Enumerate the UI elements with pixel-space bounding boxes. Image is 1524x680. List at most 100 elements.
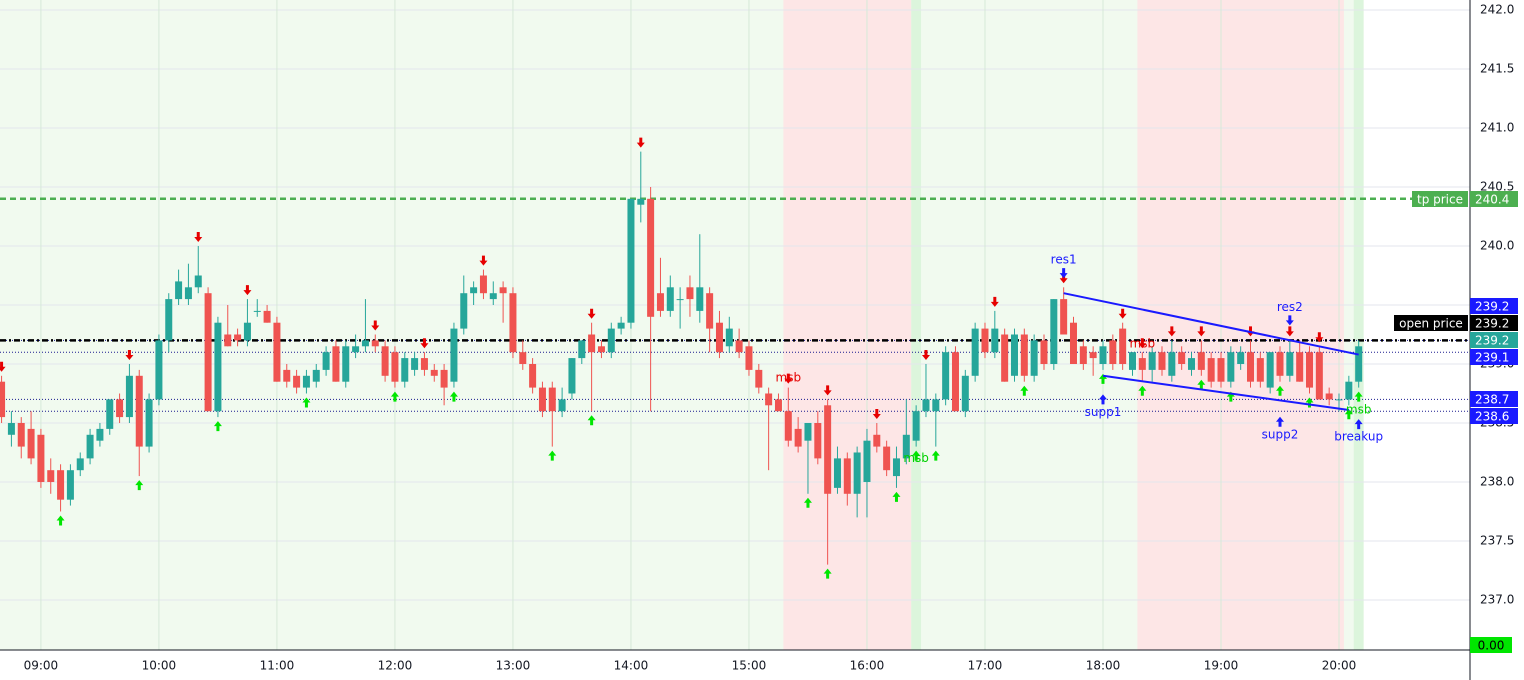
buy-signal <box>213 421 222 432</box>
candle-body <box>1187 358 1195 370</box>
sell-signal <box>243 285 252 296</box>
buy-signal <box>1197 379 1206 390</box>
candle-body <box>243 322 251 341</box>
candle-body <box>853 452 861 494</box>
annotation: res1 <box>1051 253 1077 267</box>
price-line-tag-box <box>1470 315 1518 331</box>
session-zone <box>1137 0 1344 650</box>
price-line-name-box <box>1394 315 1468 331</box>
sell-signal <box>990 296 999 307</box>
candle-body <box>971 328 979 376</box>
x-tick-label: 12:00 <box>378 659 413 673</box>
candle-body <box>902 434 910 459</box>
price-line-name: open price <box>1399 317 1463 331</box>
candle-body <box>912 411 920 441</box>
annotation: msb <box>776 371 802 385</box>
candle-body <box>932 399 940 412</box>
y-tick-label: 241.0 <box>1480 121 1514 135</box>
sell-signal <box>125 349 134 360</box>
buy-signal <box>803 497 812 508</box>
candle-body <box>637 198 645 205</box>
buy-signal <box>449 391 458 402</box>
candle-body <box>470 287 478 294</box>
annotation: supp2 <box>1262 427 1299 441</box>
candle-body <box>1178 352 1186 364</box>
trendline <box>1063 292 1359 356</box>
price-line-tag-text: 240.4 <box>1475 193 1509 207</box>
candle-body <box>1138 358 1146 370</box>
annotation: res2 <box>1277 300 1303 314</box>
x-tick-label: 18:00 <box>1086 659 1121 673</box>
buy-signal <box>1276 385 1285 396</box>
annotation-arrow <box>1098 394 1107 405</box>
annotation: msb <box>1346 403 1372 417</box>
sell-signal <box>1138 338 1147 349</box>
sell-signal <box>784 373 793 384</box>
candle-body <box>627 198 635 323</box>
annotation: supp1 <box>1085 405 1122 419</box>
buy-signal <box>548 450 557 461</box>
candle-body <box>27 428 35 459</box>
candle-body <box>57 470 65 500</box>
annotation-arrow <box>1354 419 1363 430</box>
candle-body <box>892 458 900 477</box>
candle-body <box>135 375 143 447</box>
sell-signal <box>921 349 930 360</box>
candle-body <box>293 375 301 388</box>
candle-body <box>391 352 399 382</box>
candle-body <box>1020 334 1028 376</box>
candle-body <box>342 346 350 382</box>
candle-body <box>450 328 458 382</box>
candle-body <box>1306 352 1314 388</box>
buy-signal <box>1344 409 1353 420</box>
buy-signal <box>1020 385 1029 396</box>
candle-body <box>1050 299 1058 364</box>
candle-body <box>1158 352 1166 370</box>
x-tick-label: 19:00 <box>1204 659 1239 673</box>
candle-body <box>145 399 153 447</box>
candle-body <box>529 363 537 388</box>
price-tag-text: 239.2 <box>1475 300 1509 314</box>
price-line-name: tp price <box>1417 193 1463 207</box>
candle-body <box>745 346 753 370</box>
candle-body <box>509 293 517 353</box>
session-zone <box>783 0 912 650</box>
x-tick-label: 15:00 <box>732 659 767 673</box>
annotation: msb <box>903 451 929 465</box>
y-tick-label: 237.0 <box>1480 592 1514 606</box>
candle-body <box>7 422 15 435</box>
candle-body <box>1089 352 1097 359</box>
candle-body <box>1040 340 1048 364</box>
trendline <box>1102 374 1349 412</box>
candle-body <box>1197 352 1205 370</box>
candle-body <box>214 322 222 412</box>
candle-body <box>1128 352 1136 370</box>
candle-body <box>1325 393 1333 400</box>
candle-body <box>833 458 841 488</box>
candle-body <box>312 369 320 382</box>
buy-signal <box>587 415 596 426</box>
sell-signal <box>823 385 832 396</box>
price-line-tag-box <box>1470 191 1518 207</box>
sell-signal <box>636 137 645 148</box>
y-tick-label: 237.5 <box>1480 533 1514 547</box>
x-tick-label: 13:00 <box>496 659 531 673</box>
candle-body <box>47 470 55 482</box>
candle-body <box>1119 328 1127 364</box>
price-tag-box <box>1470 298 1518 314</box>
candle-body <box>1207 358 1215 382</box>
buy-signal <box>1354 391 1363 402</box>
candle-body <box>548 387 556 412</box>
price-tag-text: 238.7 <box>1475 393 1509 407</box>
candle-body <box>765 393 773 406</box>
candle-body <box>76 458 84 471</box>
candle-body <box>302 375 310 388</box>
session-zone <box>1353 0 1364 650</box>
indicator-label: 0.00 <box>1478 639 1505 653</box>
candle-body <box>381 346 389 376</box>
candle-body <box>755 369 763 388</box>
candle-body <box>175 281 183 300</box>
candle-body <box>735 340 743 353</box>
candle-body <box>184 287 192 300</box>
